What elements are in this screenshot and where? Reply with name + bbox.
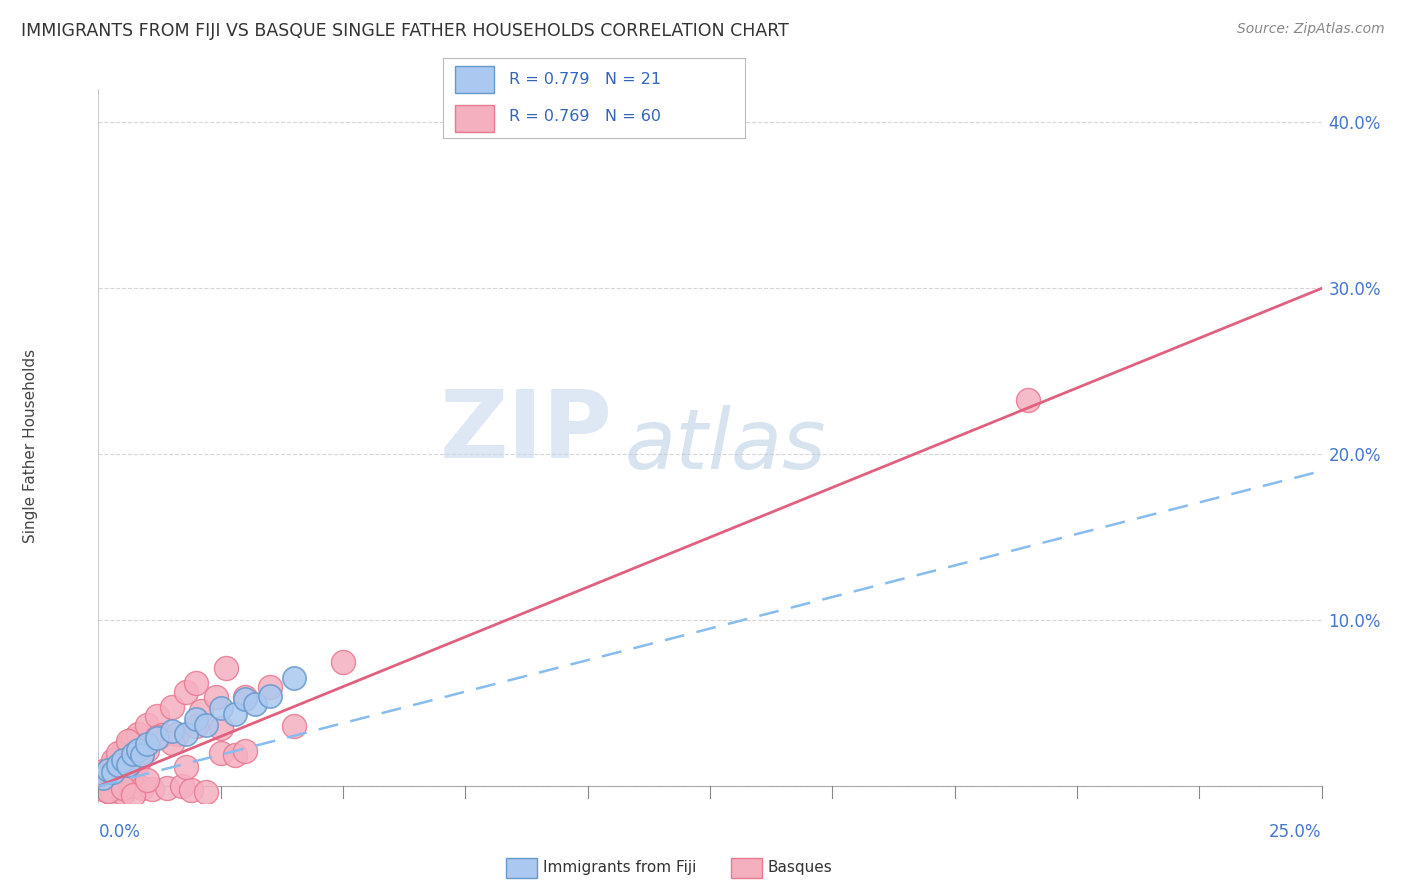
Point: [101, 768, 124, 782]
Point: [107, 776, 129, 790]
Point: [259, 689, 281, 703]
Point: [121, 788, 143, 802]
Text: Basques: Basques: [768, 861, 832, 875]
Point: [107, 751, 129, 765]
Point: [121, 732, 143, 747]
Text: Source: ZipAtlas.com: Source: ZipAtlas.com: [1237, 22, 1385, 37]
Point: [131, 747, 153, 762]
Point: [97, 764, 120, 778]
Point: [111, 786, 134, 800]
Point: [186, 676, 208, 690]
Point: [117, 758, 139, 772]
Point: [131, 781, 153, 796]
Point: [117, 738, 139, 752]
Point: [160, 723, 183, 738]
Point: [91, 769, 114, 783]
Point: [117, 775, 139, 789]
Point: [141, 782, 163, 797]
Point: [107, 757, 129, 772]
Point: [136, 737, 159, 751]
Point: [176, 685, 198, 699]
Point: [146, 731, 169, 745]
Point: [186, 719, 208, 733]
Point: [332, 655, 354, 669]
Text: R = 0.769   N = 60: R = 0.769 N = 60: [509, 109, 661, 124]
Point: [176, 760, 198, 774]
Point: [166, 727, 188, 741]
Point: [111, 753, 134, 767]
Point: [127, 727, 149, 741]
Point: [176, 726, 198, 740]
Point: [190, 704, 212, 718]
Point: [136, 772, 159, 787]
Text: atlas: atlas: [624, 406, 827, 486]
Point: [127, 742, 149, 756]
Text: 0.0%: 0.0%: [98, 822, 141, 841]
Point: [283, 719, 305, 733]
Point: [160, 699, 183, 714]
Point: [160, 736, 183, 750]
Point: [283, 671, 305, 685]
Text: Immigrants from Fiji: Immigrants from Fiji: [543, 861, 696, 875]
Point: [136, 742, 159, 756]
Point: [107, 763, 129, 777]
Point: [131, 745, 153, 759]
Point: [101, 787, 124, 801]
FancyBboxPatch shape: [456, 104, 495, 132]
Text: R = 0.779   N = 21: R = 0.779 N = 21: [509, 72, 661, 87]
Point: [233, 690, 256, 704]
Point: [101, 765, 124, 780]
Point: [117, 734, 139, 748]
Point: [91, 782, 114, 797]
Point: [170, 779, 193, 793]
Point: [111, 756, 134, 770]
Text: ZIP: ZIP: [439, 385, 612, 478]
Point: [97, 783, 120, 797]
Point: [209, 746, 232, 760]
Point: [101, 756, 124, 771]
Point: [259, 680, 281, 694]
Point: [233, 744, 256, 758]
Point: [209, 701, 232, 715]
Point: [136, 718, 159, 732]
Point: [214, 661, 236, 675]
Point: [127, 755, 149, 769]
Point: [146, 709, 169, 723]
Point: [156, 781, 179, 796]
Point: [107, 747, 129, 761]
Point: [195, 785, 218, 799]
Point: [91, 764, 114, 778]
Text: IMMIGRANTS FROM FIJI VS BASQUE SINGLE FATHER HOUSEHOLDS CORRELATION CHART: IMMIGRANTS FROM FIJI VS BASQUE SINGLE FA…: [21, 22, 789, 40]
Point: [127, 755, 149, 769]
Point: [195, 718, 218, 732]
Point: [121, 779, 143, 793]
Text: Single Father Households: Single Father Households: [24, 349, 38, 543]
Point: [224, 707, 246, 722]
Point: [224, 748, 246, 763]
Point: [1017, 392, 1039, 407]
Point: [146, 731, 169, 745]
Point: [111, 780, 134, 795]
Point: [233, 691, 256, 706]
FancyBboxPatch shape: [456, 66, 495, 94]
Point: [97, 773, 120, 788]
Point: [205, 690, 228, 704]
Point: [209, 721, 232, 735]
Point: [121, 747, 143, 761]
Point: [101, 753, 124, 767]
Text: 25.0%: 25.0%: [1270, 822, 1322, 841]
Point: [97, 783, 120, 797]
Point: [111, 744, 134, 758]
Point: [97, 762, 120, 776]
Point: [180, 782, 202, 797]
Point: [91, 772, 114, 786]
Point: [243, 698, 266, 712]
Point: [150, 728, 173, 742]
Point: [186, 713, 208, 727]
